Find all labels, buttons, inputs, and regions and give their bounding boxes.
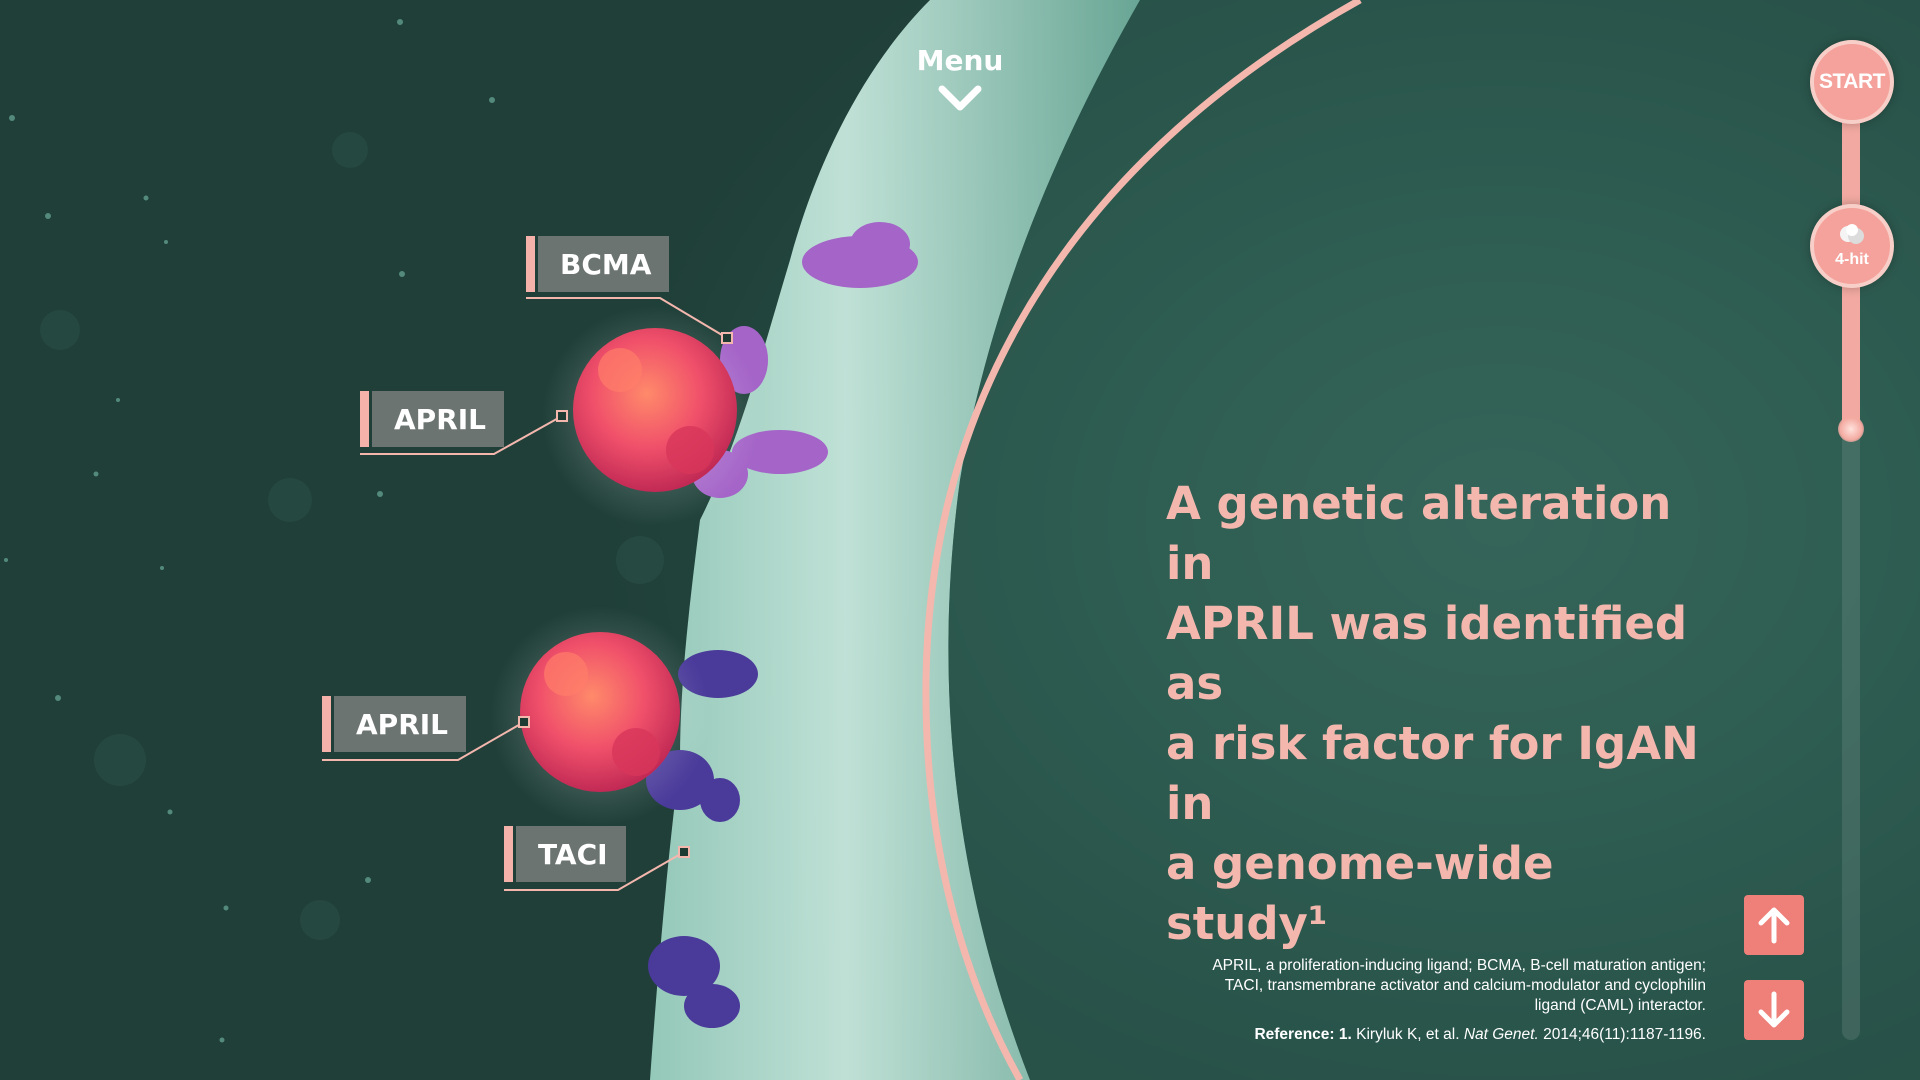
previous-button[interactable] bbox=[1744, 895, 1804, 955]
april-label-bottom: APRIL bbox=[321, 696, 467, 752]
abbrev-line-3: ligand (CAML) interactor. bbox=[1534, 997, 1706, 1014]
april-molecule-top bbox=[573, 328, 737, 492]
bcma-label: BCMA bbox=[525, 236, 670, 292]
taci-callout-line bbox=[504, 851, 685, 891]
headline-line-1: A genetic alteration in bbox=[1166, 477, 1672, 590]
bokeh bbox=[40, 132, 664, 940]
menu-button[interactable]: Menu bbox=[900, 44, 1020, 113]
april-label-top: APRIL bbox=[359, 391, 505, 447]
april-molecule-bottom bbox=[520, 632, 680, 792]
reference-journal: Nat Genet. bbox=[1463, 1026, 1539, 1043]
reference-footnote: Reference: 1. Kiryluk K, et al. Nat Gene… bbox=[1006, 1025, 1706, 1045]
abbreviations-footnote: APRIL, a proliferation-inducing ligand; … bbox=[1086, 956, 1706, 1016]
start-node-button[interactable]: START bbox=[1810, 40, 1894, 124]
progress-handle[interactable] bbox=[1838, 416, 1864, 443]
start-label: START bbox=[1819, 70, 1885, 93]
menu-label: Menu bbox=[916, 44, 1004, 77]
headline: A genetic alteration in APRIL was identi… bbox=[1166, 474, 1726, 954]
chevron-down-icon bbox=[938, 85, 982, 111]
reference-label: Reference: bbox=[1254, 1026, 1335, 1043]
abbrev-line-2: TACI, transmembrane activator and calciu… bbox=[1224, 977, 1706, 994]
reference-details: 2014;46(11):1187-1196. bbox=[1543, 1026, 1706, 1043]
reference-number: 1. bbox=[1338, 1026, 1352, 1043]
cell-membrane bbox=[650, 0, 1140, 1080]
april-bottom-callout-line bbox=[322, 721, 525, 761]
abbrev-line-1: APRIL, a proliferation-inducing ligand; … bbox=[1212, 957, 1706, 974]
particles bbox=[4, 19, 495, 1043]
four-hit-label: 4-hit bbox=[1835, 251, 1869, 268]
headline-line-2: APRIL was identified as bbox=[1166, 597, 1688, 710]
arrow-down-icon bbox=[1758, 991, 1790, 1028]
cell-outline-arc bbox=[922, 0, 1362, 1080]
molecule-icon bbox=[1840, 224, 1864, 244]
bcma-callout-line bbox=[526, 297, 728, 339]
headline-line-3: a risk factor for IgAN in bbox=[1166, 717, 1699, 830]
arrow-up-icon bbox=[1758, 907, 1790, 944]
april-top-callout-line bbox=[360, 415, 563, 455]
reference-authors: Kiryluk K, et al. bbox=[1356, 1026, 1460, 1043]
headline-line-4: a genome-wide study¹ bbox=[1166, 837, 1554, 950]
four-hit-node-button[interactable]: 4-hit bbox=[1810, 204, 1894, 288]
next-button[interactable] bbox=[1744, 980, 1804, 1040]
taci-label: TACI bbox=[504, 826, 626, 882]
